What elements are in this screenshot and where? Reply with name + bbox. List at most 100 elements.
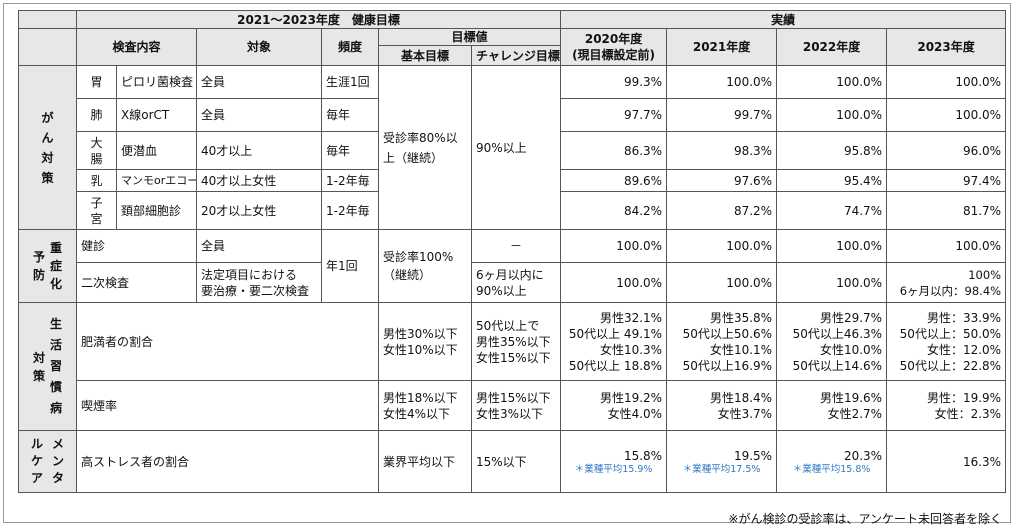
result-2022: 100.0%: [776, 229, 888, 263]
result-line: 男性19.6%: [819, 390, 883, 405]
prevention-basic-goal: 受診率100%（継続）: [378, 229, 472, 303]
result-line: 男性32.1%: [599, 310, 663, 325]
result-2021: 100.0%: [666, 262, 778, 303]
result-2021: 男性18.4% 女性3.7%: [666, 380, 778, 431]
result-line: 50代以上 18.8%: [568, 358, 663, 373]
result-2023: 100.0%: [886, 65, 1007, 99]
footnote: ※がん検診の受診率は、アンケート未回答者を除く: [728, 512, 1002, 526]
target-cell: 全員: [196, 65, 322, 99]
table-row: 子宮 頚部細胞診 20才以上女性 1-2年毎 84.2% 87.2% 74.7%…: [19, 191, 1007, 230]
basic-line: 男性18%以下: [383, 390, 458, 405]
result-line: 50代以上16.9%: [682, 358, 773, 373]
result-2023: 16.3%: [886, 430, 1007, 493]
result-2022: 74.7%: [776, 191, 888, 230]
challenge-cell: －: [470, 229, 562, 263]
result-line: 女性10.1%: [709, 342, 773, 357]
category-cancer: がん対策: [18, 65, 77, 230]
result-line: 50代以上：22.8%: [899, 358, 1002, 373]
category-prevention-label: 予防: [32, 250, 45, 282]
result-2020: 99.3%: [560, 65, 668, 99]
organ-cell: 大腸: [76, 131, 117, 170]
result-2021: 87.2%: [666, 191, 778, 230]
result-line: 女性：12.0%: [926, 342, 1002, 357]
challenge-line: 女性3%以下: [476, 406, 544, 421]
col-2021-header: 2021年度: [666, 28, 778, 66]
table-row: 予防 重症化 健診 全員 年1回 受診率100%（継続） － 100.0% 10…: [18, 229, 1007, 303]
result-value: 19.5%: [733, 448, 773, 463]
result-value: 20.3%: [843, 448, 883, 463]
result-2020: 97.7%: [560, 98, 668, 132]
result-line: 50代以上50.6%: [682, 326, 773, 341]
freq-cell: 生涯1回: [321, 65, 379, 99]
target-cell: 全員: [196, 98, 322, 132]
exam-cell: 喫煙率: [76, 380, 379, 431]
exam-cell: 健診: [76, 229, 197, 263]
table-row: 喫煙率 男性18%以下 女性4%以下 男性15%以下 女性3%以下 男性19.2…: [19, 380, 1007, 431]
col-goal-challenge-header: チャレンジ目標: [470, 45, 562, 66]
table-row: がん対策 胃 ピロリ菌検査 全員 生涯1回 受診率80%以上（継続） 90%以上…: [18, 65, 1007, 230]
result-line: 50代以上14.6%: [792, 358, 883, 373]
col-2020-header: 2020年度 (現目標設定前): [560, 28, 668, 66]
challenge-cell: 男性15%以下 女性3%以下: [470, 380, 562, 431]
cancer-basic-goal: 受診率80%以上（継続）: [378, 65, 472, 230]
result-2022: 95.8%: [776, 131, 888, 170]
category-prevention: 予防 重症化: [18, 229, 77, 303]
table-row: 肺 X線orCT 全員 毎年 97.7% 99.7% 100.0% 100.0%: [19, 98, 1007, 132]
result-2020: 男性32.1% 50代以上 49.1% 女性10.3% 50代以上 18.8%: [560, 302, 668, 381]
result-2021: 男性35.8% 50代以上50.6% 女性10.1% 50代以上16.9%: [666, 302, 778, 381]
challenge-line: 90%以上: [476, 283, 527, 298]
result-line: 男性18.4%: [709, 390, 773, 405]
result-2020: 100.0%: [560, 229, 668, 263]
result-2020: 100.0%: [560, 262, 668, 303]
col-target-header: 対象: [196, 28, 322, 66]
col-2023-header: 2023年度: [886, 28, 1007, 66]
challenge-cell: 6ヶ月以内に 90%以上: [470, 262, 562, 303]
basic-line: 女性10%以下: [383, 342, 458, 357]
target-cell: 20才以上女性: [196, 191, 322, 230]
category-cancer-label: がん対策: [41, 110, 54, 185]
corner-cell-2: [18, 28, 77, 66]
result-2020: 84.2%: [560, 191, 668, 230]
result-value: 15.8%: [623, 448, 663, 463]
target-line: 法定項目における: [201, 267, 298, 282]
category-lifestyle: 対策 生活習慣病: [18, 302, 77, 431]
exam-cell: ピロリ菌検査: [116, 65, 197, 99]
header-row-2: 検査内容 対象 頻度 目標値 2020年度 (現目標設定前) 2021年度 20…: [18, 28, 1007, 66]
basic-cell: 男性30%以下 女性10%以下: [378, 302, 472, 381]
exam-cell: 頚部細胞診: [116, 191, 197, 230]
exam-cell: X線orCT: [116, 98, 197, 132]
challenge-cell: 50代以上で 男性35%以下 女性15%以下: [470, 302, 562, 381]
organ-cell: 子宮: [76, 191, 117, 230]
cancer-challenge-goal: 90%以上: [470, 65, 562, 230]
result-line: 男性：33.9%: [926, 310, 1002, 325]
exam-cell: 二次検査: [76, 262, 197, 303]
result-2020: 89.6%: [560, 169, 668, 192]
result-2020: 男性19.2% 女性4.0%: [560, 380, 668, 431]
prevention-freq: 年1回: [321, 229, 379, 303]
organ-cell: 胃: [76, 65, 117, 99]
result-2023: 100.0%: [886, 98, 1007, 132]
result-2022: 男性19.6% 女性2.7%: [776, 380, 888, 431]
result-2022: 95.4%: [776, 169, 888, 192]
category-mental-col2: ルケア: [30, 437, 43, 485]
result-2023: 男性：33.9% 50代以上：50.0% 女性：12.0% 50代以上：22.8…: [886, 302, 1007, 381]
result-2021: 99.7%: [666, 98, 778, 132]
challenge-cell: 15%以下: [470, 430, 562, 493]
col-2022-header: 2022年度: [776, 28, 888, 66]
target-cell: 全員: [196, 229, 322, 263]
challenge-line: 男性35%以下: [476, 334, 551, 349]
col-2020-line2: (現目標設定前): [572, 48, 656, 62]
result-line: 女性10.3%: [599, 342, 663, 357]
result-line: 女性2.7%: [827, 406, 883, 421]
industry-average-note: ＊業種平均15.8%: [792, 463, 871, 475]
category-prevention-sub: 重症化: [49, 241, 62, 291]
exam-cell: 便潜血: [116, 131, 197, 170]
basic-cell: 男性18%以下 女性4%以下: [378, 380, 472, 431]
result-2021: 100.0%: [666, 65, 778, 99]
result-line: 50代以上 49.1%: [568, 326, 663, 341]
challenge-line: 男性15%以下: [476, 390, 551, 405]
table-row: 対策 生活習慣病 肥満者の割合 男性30%以下 女性10%以下 50代以上で 男…: [18, 302, 1007, 431]
result-2022: 男性29.7% 50代以上46.3% 女性10.0% 50代以上14.6%: [776, 302, 888, 381]
result-line: 50代以上46.3%: [792, 326, 883, 341]
col-goal-header: 目標値: [377, 28, 562, 46]
